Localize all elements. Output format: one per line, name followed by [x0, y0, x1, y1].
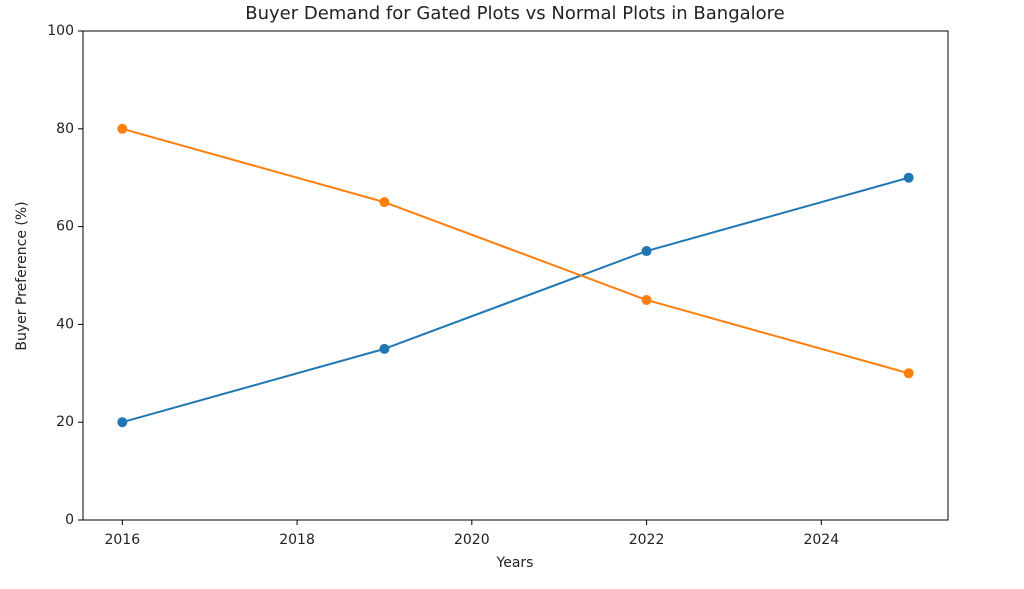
data-point [903, 172, 914, 183]
x-axis-label: Years [496, 555, 534, 571]
series-line [122, 176, 909, 424]
data-point [379, 197, 390, 208]
y-tick-label: 100 [47, 23, 74, 39]
y-tick-label: 0 [65, 512, 74, 528]
y-axis-label: Buyer Preference (%) [14, 201, 30, 350]
data-point [379, 343, 390, 354]
x-tick-label: 2022 [629, 532, 665, 548]
x-tick-label: 2024 [803, 532, 839, 548]
y-tick-label: 80 [56, 121, 74, 137]
x-tick-label: 2016 [104, 532, 140, 548]
x-tick-label: 2018 [279, 532, 315, 548]
y-tick-label: 60 [56, 219, 74, 235]
chart-title: Buyer Demand for Gated Plots vs Normal P… [245, 3, 785, 24]
data-point [903, 368, 914, 379]
y-tick-label: 40 [56, 316, 74, 332]
x-tick-label: 2020 [454, 532, 490, 548]
data-point [117, 417, 128, 428]
plot-frame [82, 30, 949, 521]
series-line [122, 127, 909, 375]
data-point [641, 294, 652, 305]
y-tick-label: 20 [56, 414, 74, 430]
data-point [641, 246, 652, 257]
data-point [117, 123, 128, 134]
